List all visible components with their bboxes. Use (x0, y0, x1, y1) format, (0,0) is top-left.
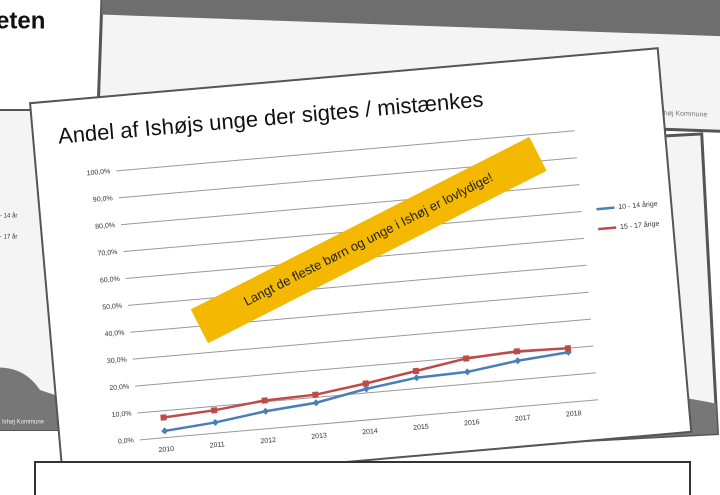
x-tick-label: 2012 (260, 437, 276, 445)
marker (160, 414, 167, 421)
y-tick-label: 0,0% (118, 437, 135, 445)
marker (565, 345, 572, 352)
marker (261, 397, 268, 404)
legend-swatch (596, 208, 614, 210)
marker (211, 407, 218, 414)
marker (463, 355, 470, 362)
marker (413, 368, 420, 375)
x-tick-label: 2018 (566, 410, 582, 418)
screenshot: eten Ishøj Kommune - 14 år - 17 år Ishøj… (0, 0, 720, 495)
x-tick-label: 2013 (311, 432, 327, 440)
legend-fragment: - 14 år (0, 213, 17, 220)
logo: Ishøj Kommune (2, 420, 45, 426)
x-tick-label: 2016 (464, 419, 480, 427)
x-tick-label: 2010 (158, 446, 174, 454)
marker (312, 391, 319, 398)
x-tick-label: 2015 (413, 423, 429, 431)
legend-fragment: - 17 år (0, 234, 17, 241)
heading-fragment: eten (0, 7, 45, 34)
x-tick-label: 2014 (362, 428, 378, 436)
legend-swatch (598, 228, 616, 230)
x-tick-label: 2011 (209, 441, 225, 449)
main-slide: Andel af Ishøjs unge der sigtes / mistæn… (30, 48, 691, 486)
marker (514, 348, 521, 355)
marker (363, 380, 370, 387)
bottom-box (35, 462, 690, 495)
x-tick-label: 2017 (515, 415, 531, 423)
